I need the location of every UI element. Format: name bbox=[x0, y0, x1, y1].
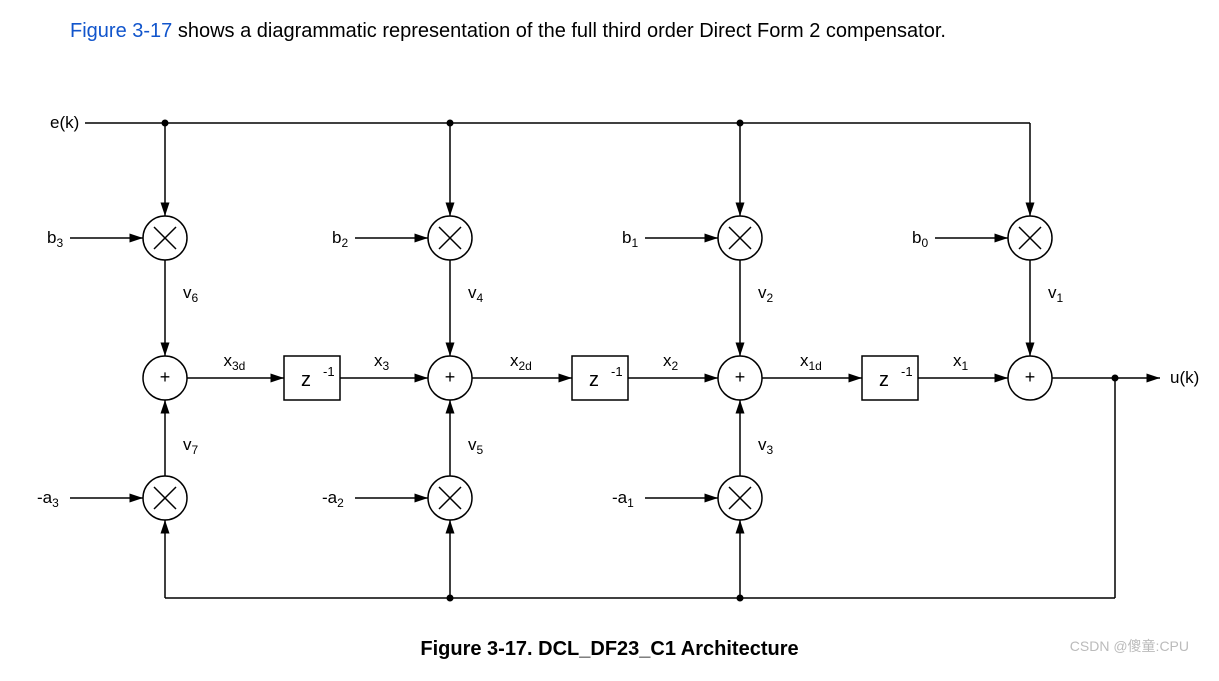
figure-link[interactable]: Figure 3-17 bbox=[70, 20, 172, 42]
svg-text:z: z bbox=[589, 369, 599, 391]
svg-text:+: + bbox=[160, 367, 171, 387]
svg-text:v3: v3 bbox=[758, 435, 774, 457]
svg-text:+: + bbox=[1025, 367, 1036, 387]
df23-diagram: e(k) b3 b2 b1 b0 v6 v4 v2 v1 + + + + z -1 z -1 z -1 x3d x3 x2… bbox=[20, 63, 1200, 623]
svg-text:v2: v2 bbox=[758, 283, 774, 305]
svg-text:-a3: -a3 bbox=[37, 488, 59, 510]
svg-text:v5: v5 bbox=[468, 435, 484, 457]
svg-text:-1: -1 bbox=[901, 364, 913, 379]
svg-text:z: z bbox=[301, 369, 311, 391]
svg-text:b0: b0 bbox=[912, 228, 928, 250]
svg-text:v4: v4 bbox=[468, 283, 484, 305]
svg-text:v7: v7 bbox=[183, 435, 199, 457]
svg-text:x1d: x1d bbox=[800, 351, 822, 373]
svg-text:b2: b2 bbox=[332, 228, 348, 250]
svg-text:u(k): u(k) bbox=[1170, 368, 1199, 387]
svg-text:x1: x1 bbox=[953, 351, 969, 373]
svg-text:x3: x3 bbox=[374, 351, 390, 373]
svg-text:x2d: x2d bbox=[510, 351, 532, 373]
svg-text:x3d: x3d bbox=[224, 351, 246, 373]
svg-text:-a1: -a1 bbox=[612, 488, 634, 510]
svg-text:x2: x2 bbox=[663, 351, 679, 373]
svg-text:e(k): e(k) bbox=[50, 113, 79, 132]
figure-caption: Figure 3-17. DCL_DF23_C1 Architecture bbox=[20, 638, 1199, 661]
intro-rest: shows a diagrammatic representation of t… bbox=[172, 20, 946, 42]
svg-text:b3: b3 bbox=[47, 228, 63, 250]
svg-text:+: + bbox=[445, 367, 456, 387]
svg-text:v6: v6 bbox=[183, 283, 199, 305]
watermark: CSDN @傻童:CPU bbox=[1070, 636, 1189, 656]
svg-text:-1: -1 bbox=[323, 364, 335, 379]
svg-text:v1: v1 bbox=[1048, 283, 1064, 305]
svg-text:b1: b1 bbox=[622, 228, 638, 250]
intro-text: Figure 3-17 shows a diagrammatic represe… bbox=[20, 20, 1199, 43]
svg-text:-a2: -a2 bbox=[322, 488, 344, 510]
svg-text:z: z bbox=[879, 369, 889, 391]
svg-text:-1: -1 bbox=[611, 364, 623, 379]
svg-text:+: + bbox=[735, 367, 746, 387]
